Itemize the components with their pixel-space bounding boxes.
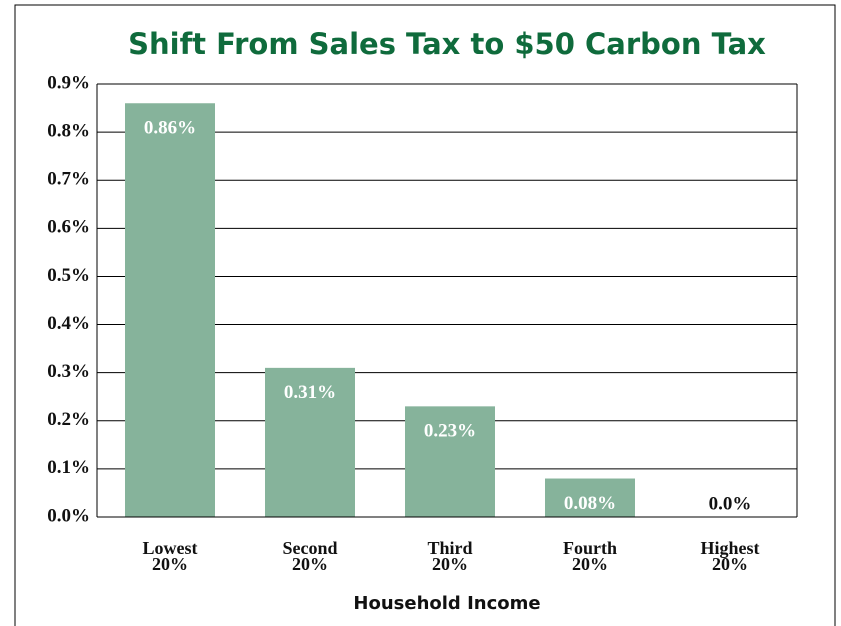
value-label: 0.23%	[424, 421, 476, 442]
bar	[265, 367, 355, 517]
x-tick-label: Fourth 20%	[563, 538, 617, 574]
y-tick-label: 0.6%	[47, 217, 90, 238]
x-tick-label: Lowest 20%	[142, 538, 198, 574]
y-tick-label: 0.7%	[47, 169, 90, 190]
x-tick-label: Third 20%	[427, 538, 473, 574]
y-tick-label: 0.5%	[47, 265, 90, 286]
y-tick-label: 0.4%	[47, 313, 90, 334]
y-tick-label: 0.1%	[47, 457, 90, 478]
y-tick-label: 0.9%	[47, 72, 90, 93]
bar	[125, 103, 215, 517]
bar	[545, 478, 635, 517]
x-tick-label: Highest 20%	[700, 538, 760, 574]
bar	[405, 406, 495, 517]
value-label: 0.0%	[709, 493, 752, 514]
value-label: 0.86%	[144, 118, 196, 139]
value-label: 0.08%	[564, 493, 616, 514]
y-tick-label: 0.0%	[47, 505, 90, 526]
y-tick-label: 0.8%	[47, 120, 90, 141]
value-label: 0.31%	[284, 382, 336, 403]
chart-title: Shift From Sales Tax to $50 Carbon Tax	[128, 27, 766, 61]
y-tick-label: 0.3%	[47, 361, 90, 382]
x-axis-title: Household Income	[353, 593, 540, 614]
x-tick-label: Second 20%	[282, 538, 338, 574]
y-tick-label: 0.2%	[47, 409, 90, 430]
outer-frame	[14, 4, 836, 626]
